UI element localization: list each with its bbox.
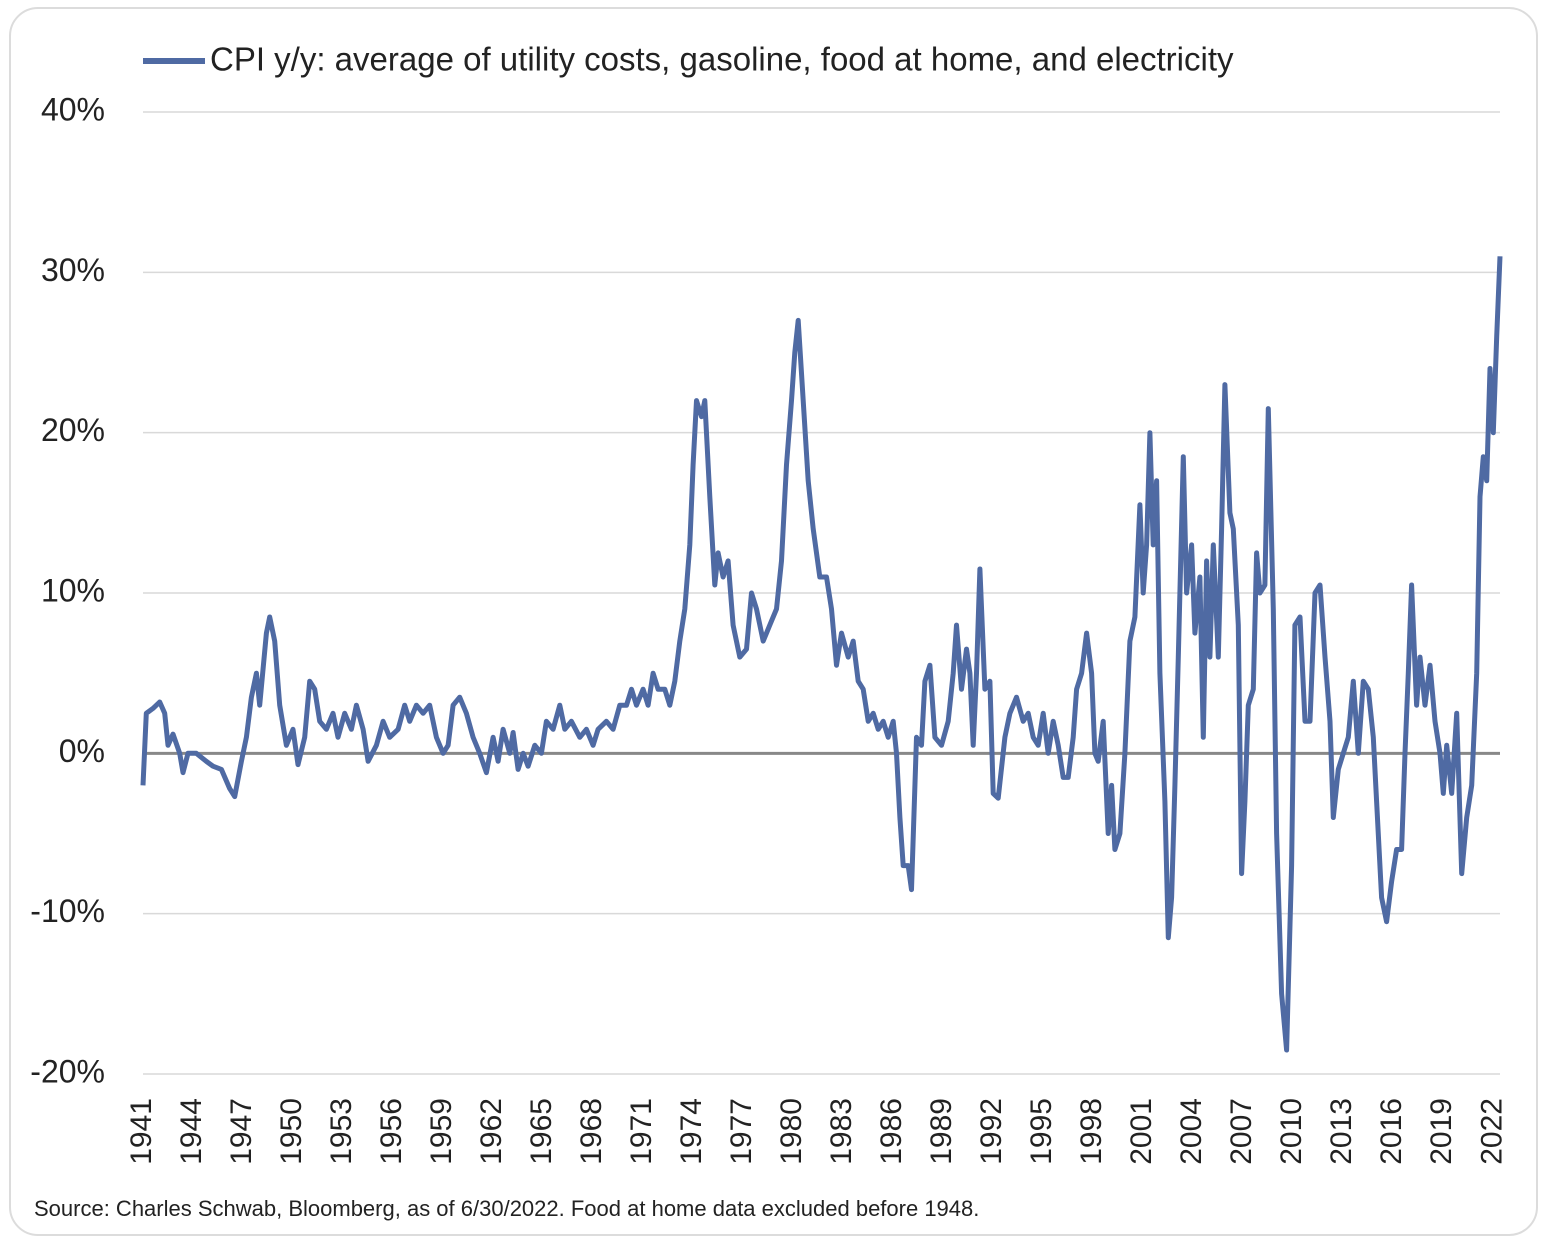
x-tick-label: 1950 bbox=[275, 1098, 308, 1165]
x-tick-label: 1980 bbox=[775, 1098, 808, 1165]
x-tick-label: 1962 bbox=[475, 1098, 508, 1165]
source-note: Source: Charles Schwab, Bloomberg, as of… bbox=[34, 1196, 979, 1221]
x-tick-label: 1941 bbox=[125, 1098, 158, 1165]
x-tick-label: 2022 bbox=[1475, 1098, 1508, 1165]
x-tick-label: 2001 bbox=[1125, 1098, 1158, 1165]
y-tick-label: 0% bbox=[59, 733, 105, 769]
x-tick-label: 1992 bbox=[975, 1098, 1008, 1165]
x-tick-label: 1974 bbox=[675, 1098, 708, 1165]
x-tick-label: 2019 bbox=[1425, 1098, 1458, 1165]
x-tick-label: 1983 bbox=[825, 1098, 858, 1165]
x-tick-label: 1953 bbox=[325, 1098, 358, 1165]
x-tick-label: 2007 bbox=[1225, 1098, 1258, 1165]
y-tick-label: -20% bbox=[30, 1053, 105, 1089]
x-tick-label: 1989 bbox=[925, 1098, 958, 1165]
x-tick-label: 1995 bbox=[1025, 1098, 1058, 1165]
x-tick-label: 1971 bbox=[625, 1098, 658, 1165]
x-tick-label: 2013 bbox=[1325, 1098, 1358, 1165]
x-tick-label: 1968 bbox=[575, 1098, 608, 1165]
x-tick-label: 1965 bbox=[525, 1098, 558, 1165]
y-tick-label: 30% bbox=[41, 252, 105, 288]
x-tick-label: 2016 bbox=[1375, 1098, 1408, 1165]
x-tick-label: 2004 bbox=[1175, 1098, 1208, 1165]
y-tick-label: 10% bbox=[41, 572, 105, 608]
x-tick-label: 1998 bbox=[1075, 1098, 1108, 1165]
x-tick-label: 2010 bbox=[1275, 1098, 1308, 1165]
y-tick-label: -10% bbox=[30, 893, 105, 929]
x-tick-label: 1944 bbox=[175, 1098, 208, 1165]
x-tick-label: 1959 bbox=[425, 1098, 458, 1165]
legend-label: CPI y/y: average of utility costs, gasol… bbox=[210, 41, 1234, 78]
y-tick-label: 20% bbox=[41, 412, 105, 448]
x-tick-label: 1986 bbox=[875, 1098, 908, 1165]
y-tick-label: 40% bbox=[41, 91, 105, 127]
series-line bbox=[140, 256, 1503, 1053]
x-tick-label: 1956 bbox=[375, 1098, 408, 1165]
x-tick-label: 1947 bbox=[225, 1098, 258, 1165]
x-tick-label: 1977 bbox=[725, 1098, 758, 1165]
